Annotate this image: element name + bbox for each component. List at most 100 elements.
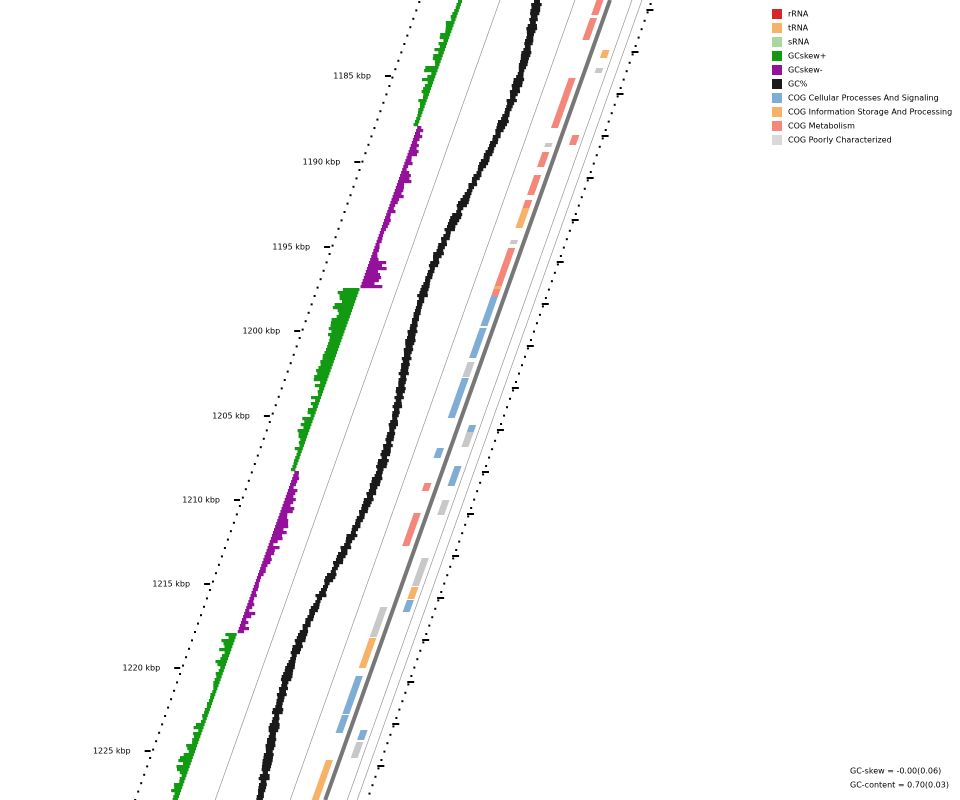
inner-tick xyxy=(437,599,440,602)
gc-skew xyxy=(266,549,275,553)
gc-content xyxy=(511,84,523,88)
scale-dot xyxy=(376,118,379,121)
inner-tick xyxy=(541,305,544,308)
gc-skew xyxy=(376,240,382,244)
gc-skew xyxy=(420,102,426,106)
gc-skew xyxy=(264,555,271,559)
gc-content xyxy=(432,255,442,259)
legend-label: COG Metabolism xyxy=(788,122,855,131)
gc-skew xyxy=(275,525,289,529)
gc-content xyxy=(302,624,311,628)
gc-skew xyxy=(295,456,300,460)
legend-swatch xyxy=(772,93,782,103)
gc-skew xyxy=(220,657,229,661)
inner-tick xyxy=(568,229,571,232)
gc-content xyxy=(258,786,267,790)
gc-skew xyxy=(368,264,383,268)
inner-tick xyxy=(586,179,589,182)
gc-content xyxy=(530,15,538,19)
gc-content xyxy=(513,78,525,82)
gc-content xyxy=(452,213,463,217)
gc-content xyxy=(395,399,402,403)
legend-swatch xyxy=(772,9,782,19)
gc-content xyxy=(436,249,444,253)
scale-dot xyxy=(220,555,223,558)
gc-content xyxy=(427,270,435,274)
gc-content xyxy=(483,156,490,160)
gc-content xyxy=(336,555,346,559)
gc-skew xyxy=(320,381,327,385)
gc-content xyxy=(290,651,300,655)
gc-content xyxy=(417,294,428,298)
gc-content xyxy=(278,687,288,691)
gene xyxy=(447,466,462,486)
inner-tick xyxy=(446,574,449,577)
gc-skew xyxy=(422,78,435,82)
gc-skew xyxy=(434,48,445,52)
inner-tick xyxy=(407,683,410,686)
scale-dot xyxy=(208,589,211,591)
legend-label: GC% xyxy=(788,80,808,89)
gc-skew xyxy=(390,201,398,205)
inner-tick xyxy=(494,439,497,442)
gc-skew xyxy=(416,117,421,121)
gc-skew xyxy=(206,705,212,709)
inner-tick xyxy=(434,607,437,610)
gc-skew xyxy=(268,543,274,547)
gc-skew xyxy=(320,363,333,367)
gc-skew xyxy=(397,180,412,184)
gc-skew xyxy=(415,132,420,136)
gc-skew xyxy=(178,759,192,763)
inner-tick xyxy=(416,658,419,661)
scale-dot xyxy=(253,463,256,465)
gc-content xyxy=(398,378,407,382)
gc-content xyxy=(415,306,422,310)
gc-skew xyxy=(394,189,404,193)
gc-skew xyxy=(445,21,455,25)
gc-content xyxy=(288,660,296,664)
inner-tick xyxy=(613,103,616,106)
gc-skew xyxy=(297,450,302,454)
gc-content xyxy=(262,771,268,775)
gc-content xyxy=(464,192,472,196)
gc-skew xyxy=(407,153,418,157)
gc-skew xyxy=(290,483,297,487)
gc-content xyxy=(350,531,356,535)
gc-content xyxy=(506,99,517,103)
gc-skew xyxy=(202,717,207,721)
gc-skew xyxy=(307,411,316,415)
gc-skew-stat: GC-skew = -0.00(0.06) xyxy=(850,767,941,776)
gc-skew xyxy=(391,198,400,202)
scale-dot xyxy=(343,211,346,213)
gc-content xyxy=(523,48,531,52)
gc-skew xyxy=(337,291,359,295)
gc-content xyxy=(401,366,409,370)
inner-tick xyxy=(479,481,482,484)
gc-skew xyxy=(329,336,343,340)
legend-label: GCskew- xyxy=(788,66,823,75)
gene xyxy=(411,558,429,586)
gc-content xyxy=(302,627,308,631)
scale-dot xyxy=(176,681,179,684)
gc-content xyxy=(258,792,264,796)
gc-skew xyxy=(202,714,208,718)
gc-skew xyxy=(405,159,412,163)
gene xyxy=(469,328,487,358)
gc-content xyxy=(265,747,275,751)
gc-skew xyxy=(417,126,422,130)
gc-content xyxy=(265,750,273,754)
gc-skew xyxy=(365,270,378,274)
scale-dot xyxy=(137,790,140,793)
inner-tick xyxy=(634,45,637,47)
inner-tick xyxy=(601,137,604,140)
gc-content xyxy=(369,483,380,487)
gc-content xyxy=(526,30,536,34)
gc-skew xyxy=(237,630,244,634)
gc-content xyxy=(258,783,267,787)
scale-dot xyxy=(394,68,397,71)
gc-skew xyxy=(240,621,249,625)
gc-skew xyxy=(299,444,304,448)
gc-content xyxy=(268,735,276,739)
gc-content xyxy=(292,645,303,649)
gc-content xyxy=(447,222,458,226)
